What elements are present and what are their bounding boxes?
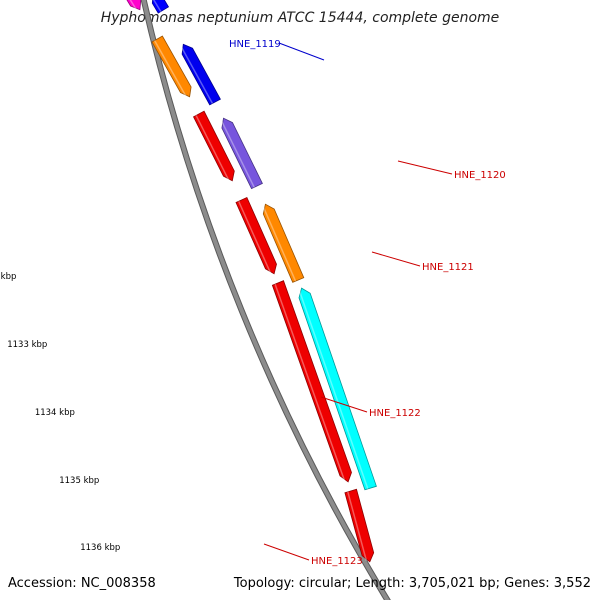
gene-arrow[interactable] <box>151 35 192 98</box>
scale-label: 1133 kbp <box>7 340 47 350</box>
gene-label-text[interactable]: HNE_1119 <box>229 39 281 50</box>
gene-label-hne-1121: HNE_1121 <box>371 251 474 273</box>
gene-arrow-hne-1120[interactable] <box>221 117 263 190</box>
gene-arrow[interactable] <box>192 110 235 182</box>
gene-label-hne-1122: HNE_1122 <box>320 396 421 419</box>
accession-text: Accession: NC_008358 <box>8 576 156 591</box>
gene-arrow[interactable] <box>151 0 170 14</box>
gene-label-hne-1120: HNE_1120 <box>397 160 506 181</box>
gene-labels: HNE_1119 HNE_1120 HNE_1121 HNE_1122 HNE_1123 <box>229 39 506 567</box>
gene-arrow-hne-1123[interactable] <box>344 488 375 563</box>
genome-backbone <box>140 0 391 600</box>
gene-arrow[interactable] <box>271 280 352 483</box>
backbone-line <box>141 0 390 600</box>
gene-arrow-hne-1122[interactable] <box>298 287 377 491</box>
scale-label: 1134 kbp <box>35 408 75 418</box>
scale-label: 1136 kbp <box>80 543 120 553</box>
gene-arrow-hne-1119[interactable] <box>181 43 221 106</box>
gene-label-text[interactable]: HNE_1122 <box>369 408 421 419</box>
genome-title: Hyphomonas neptunium ATCC 15444, complet… <box>101 10 500 26</box>
gene-label-text[interactable]: HNE_1121 <box>422 262 474 273</box>
scale-label: 1132 kbp <box>0 272 16 282</box>
scale-label: 1135 kbp <box>59 476 99 486</box>
gene-label-text[interactable]: HNE_1120 <box>454 170 506 181</box>
gene-label-hne-1119: HNE_1119 <box>229 39 325 61</box>
gene-label-hne-1123: HNE_1123 <box>263 543 363 567</box>
gene-arrow-hne-1121[interactable] <box>262 203 305 283</box>
gene-arrow[interactable] <box>235 196 277 275</box>
gene-features <box>126 0 377 563</box>
gene-label-text[interactable]: HNE_1123 <box>311 556 363 567</box>
gene-arrow[interactable] <box>126 0 142 11</box>
genome-summary-text: Topology: circular; Length: 3,705,021 bp… <box>233 576 591 591</box>
